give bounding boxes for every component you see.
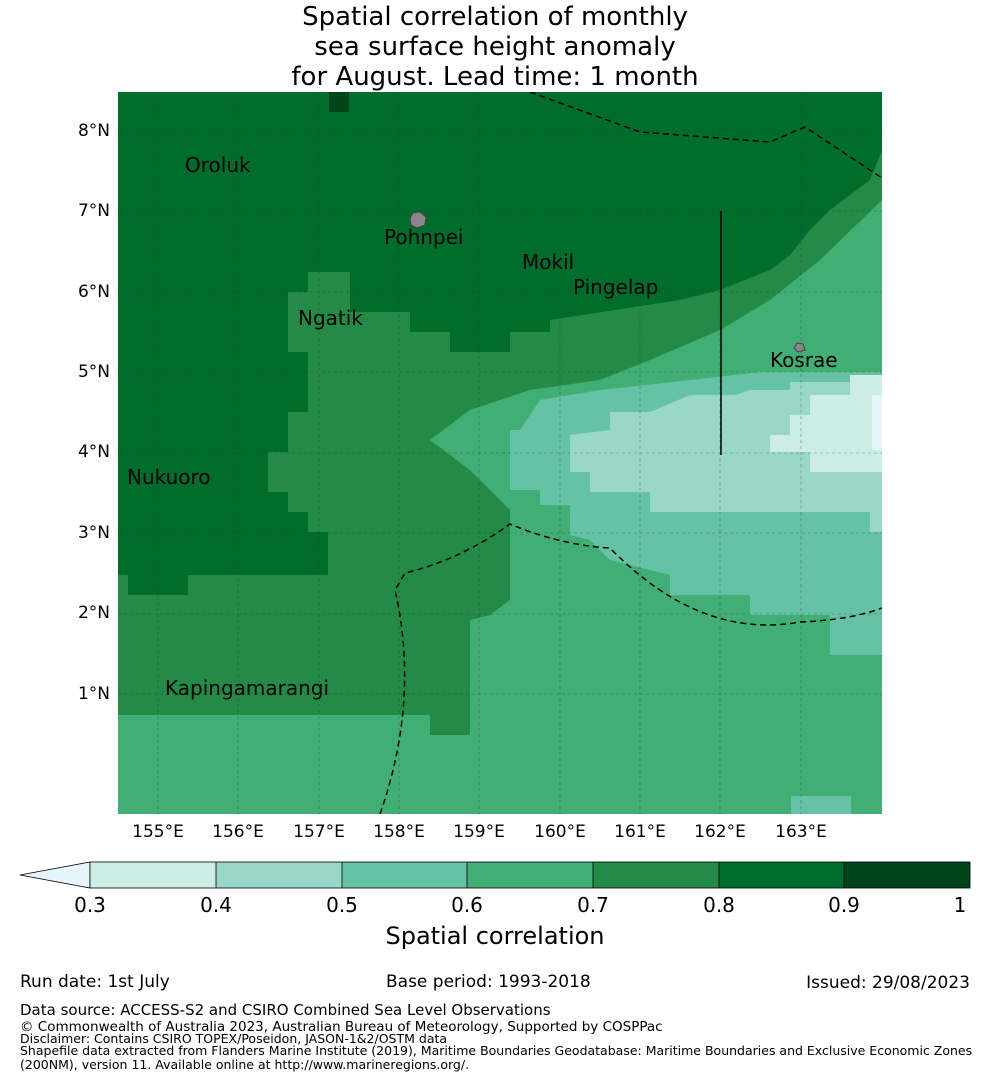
place-ngatik: Ngatik	[298, 306, 363, 330]
colorbar-tick-0-3: 0.3	[74, 893, 106, 917]
lon-tick-157e: 157°E	[293, 822, 345, 842]
base-period: Base period: 1993-2018	[386, 972, 591, 992]
colorbar-extend-arrow	[19, 861, 91, 889]
colorbar-tick-0-8: 0.8	[703, 893, 735, 917]
lon-tick-158e: 158°E	[373, 822, 425, 842]
field-band-080-090	[118, 92, 882, 595]
lon-tick-162e: 162°E	[694, 822, 746, 842]
field-patch-bottom	[791, 796, 851, 814]
map-title: Spatial correlation of monthly sea surfa…	[0, 2, 990, 92]
title-line-1: Spatial correlation of monthly	[302, 2, 688, 32]
lon-tick-161e: 161°E	[614, 822, 666, 842]
correlation-field	[118, 92, 882, 814]
copyright: © Commonwealth of Australia 2023, Austra…	[20, 1019, 663, 1035]
colorbar-swatch-1	[90, 862, 216, 888]
shapefile-credit-1: Shapefile data extracted from Flanders M…	[20, 1043, 973, 1058]
field-band-below-030	[872, 395, 882, 450]
colorbar-tick-0-6: 0.6	[451, 893, 483, 917]
lat-tick-4n: 4°N	[77, 442, 110, 462]
pohnpei-island-icon	[409, 211, 427, 229]
lon-tick-159e: 159°E	[453, 822, 505, 842]
lat-tick-1n: 1°N	[77, 684, 110, 704]
colorbar-frame	[89, 861, 971, 889]
place-oroluk: Oroluk	[185, 153, 251, 177]
lat-tick-8n: 8°N	[77, 121, 110, 141]
lon-tick-160e: 160°E	[534, 822, 586, 842]
place-mokil: Mokil	[522, 250, 575, 274]
colorbar-swatch-4	[467, 862, 593, 888]
colorbar-swatch-3	[342, 862, 467, 888]
place-kapingamarangi: Kapingamarangi	[165, 676, 330, 700]
run-date: Run date: 1st July	[20, 972, 170, 992]
shapefile-credit-2: (200NM), version 11. Available online at…	[20, 1057, 470, 1072]
title-line-3: for August. Lead time: 1 month	[291, 62, 699, 92]
issued-date: Issued: 29/08/2023	[806, 973, 970, 993]
colorbar-tick-0-7: 0.7	[577, 893, 609, 917]
lat-tick-3n: 3°N	[77, 523, 110, 543]
lat-tick-7n: 7°N	[77, 201, 110, 221]
place-pingelap: Pingelap	[573, 275, 659, 299]
colorbar-label: Spatial correlation	[385, 922, 605, 950]
lon-tick-156e: 156°E	[212, 822, 264, 842]
data-source: Data source: ACCESS-S2 and CSIRO Combine…	[20, 1001, 551, 1019]
place-pohnpei: Pohnpei	[384, 225, 464, 249]
place-kosrae: Kosrae	[770, 348, 838, 372]
colorbar	[19, 861, 971, 889]
lat-tick-2n: 2°N	[77, 603, 110, 623]
kosrae-island-icon	[793, 342, 806, 353]
colorbar-tick-1: 1	[953, 893, 967, 917]
eez-boundaries	[379, 92, 882, 814]
colorbar-tick-0-9: 0.9	[828, 893, 860, 917]
field-band-090-100	[329, 92, 349, 112]
disclaimer: Disclaimer: Contains CSIRO TOPEX/Poseido…	[20, 1031, 448, 1046]
field-band-030-040	[770, 375, 882, 472]
colorbar-swatch-6	[719, 862, 844, 888]
place-nukuoro: Nukuoro	[127, 465, 211, 489]
colorbar-swatch-5	[593, 862, 719, 888]
colorbar-swatch-2	[216, 862, 342, 888]
graticule	[118, 92, 882, 814]
lat-tick-6n: 6°N	[77, 282, 110, 302]
colorbar-tick-0-4: 0.4	[200, 893, 232, 917]
lon-tick-163e: 163°E	[775, 822, 827, 842]
lon-tick-155e: 155°E	[132, 822, 184, 842]
lat-tick-5n: 5°N	[77, 362, 110, 382]
title-line-2: sea surface height anomaly	[314, 32, 676, 62]
colorbar-tick-0-5: 0.5	[326, 893, 358, 917]
colorbar-swatch-7	[844, 862, 970, 888]
